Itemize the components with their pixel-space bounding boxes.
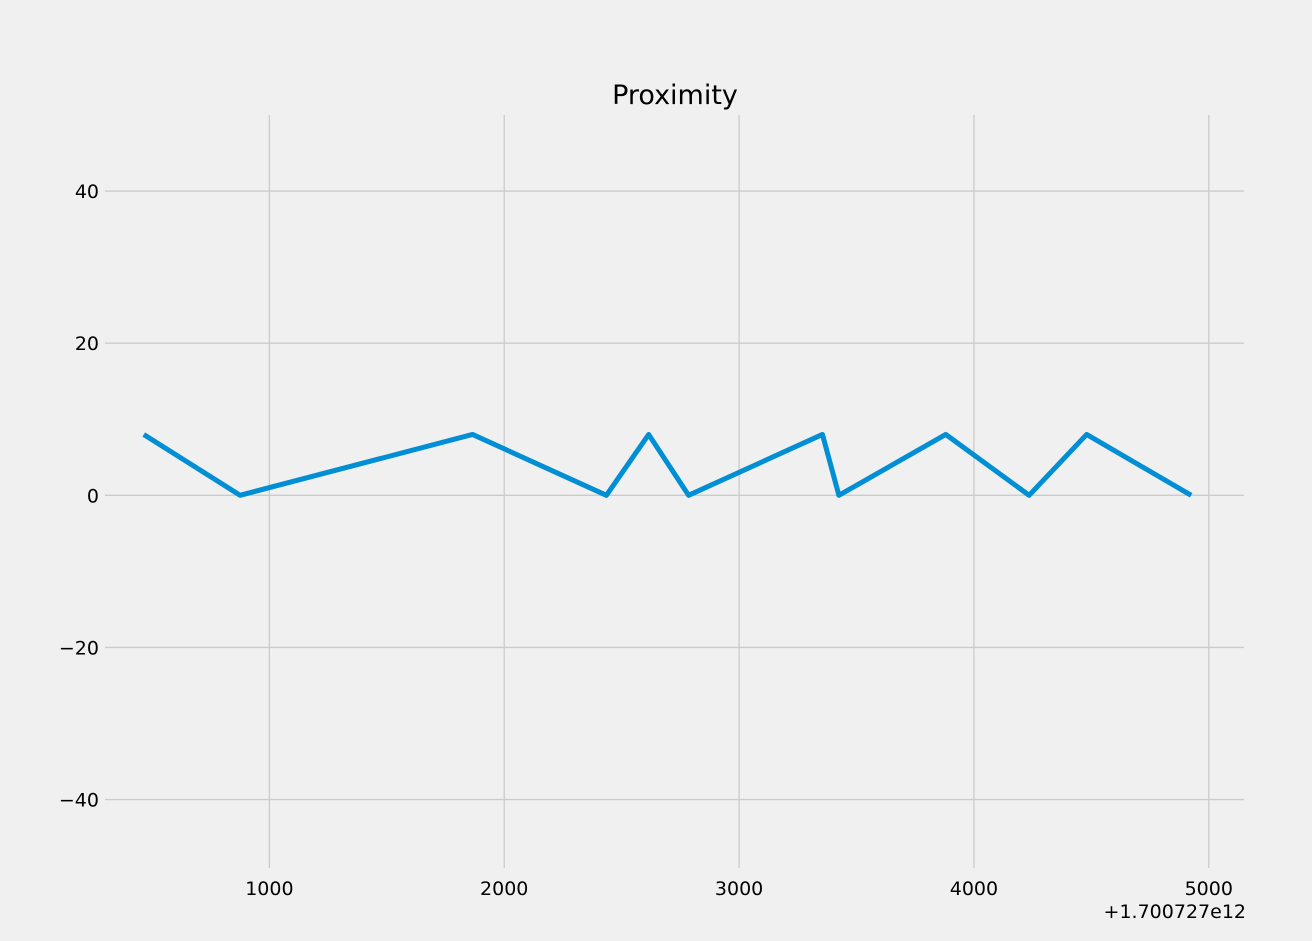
y-tick-label: −20 (59, 637, 99, 659)
y-tick-label: −40 (59, 790, 99, 812)
chart-title: Proximity (612, 80, 738, 111)
grid-lines (105, 115, 1244, 868)
y-tick-label: 40 (75, 181, 99, 203)
tick-labels: 1000 2000 3000 4000 5000 −40 −20 0 20 40 (59, 181, 1233, 900)
y-tick-label: 20 (75, 333, 99, 355)
x-tick-label: 2000 (480, 878, 528, 900)
series-line (142, 431, 1193, 498)
series-group (142, 431, 1193, 498)
x-tick-label: 4000 (950, 878, 998, 900)
x-axis-offset-label: +1.700727e12 (1104, 901, 1246, 923)
x-tick-label: 5000 (1185, 878, 1233, 900)
y-tick-label: 0 (87, 485, 99, 507)
x-tick-label: 3000 (715, 878, 763, 900)
x-tick-label: 1000 (245, 878, 293, 900)
